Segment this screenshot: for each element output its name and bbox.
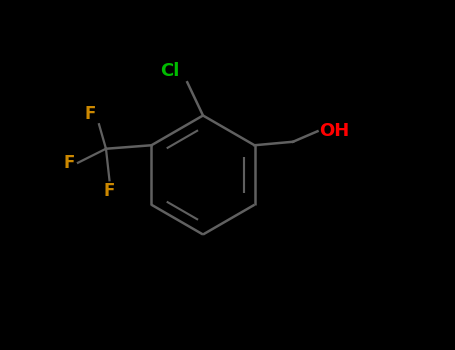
Text: F: F [63, 154, 75, 172]
Text: OH: OH [319, 121, 349, 140]
Text: Cl: Cl [160, 63, 180, 80]
Text: F: F [84, 105, 96, 123]
Text: F: F [104, 182, 115, 200]
